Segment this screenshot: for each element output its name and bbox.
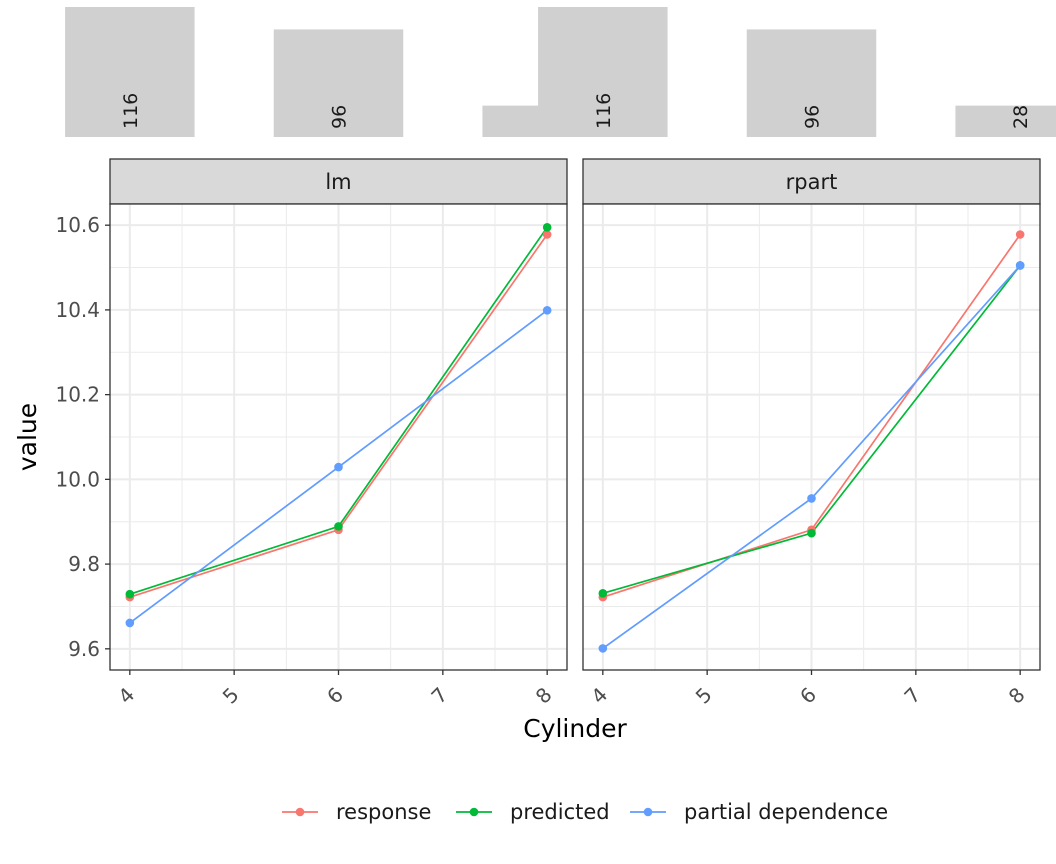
y-tick-label: 9.8 <box>68 552 100 576</box>
histogram-layer: 11696281169628 <box>65 7 1056 137</box>
panel-layer: lm 9.6 9.8 10.0 10.2 10.4 10.6 4 5 6 7 8 rpart 4 5 6 7 8 <box>55 158 1041 709</box>
facet-strip <box>582 158 1041 205</box>
histogram-bar <box>538 7 668 137</box>
histogram-bar <box>273 29 404 137</box>
legend-key-point <box>295 807 305 817</box>
histogram-bar <box>65 7 195 137</box>
x-tick-label: 7 <box>426 683 452 709</box>
x-tick-label: 4 <box>113 683 139 709</box>
histogram-bar <box>746 29 877 137</box>
legend-label: predicted <box>510 800 610 824</box>
data-point <box>598 589 608 598</box>
data-point <box>807 528 816 538</box>
legend-item: partial dependence <box>630 800 888 824</box>
y-tick-label: 10.0 <box>55 467 100 491</box>
facet-panel-rpart: rpart 4 5 6 7 8 <box>582 158 1041 709</box>
x-tick-label: 6 <box>322 683 348 709</box>
x-tick-label: 6 <box>795 683 821 709</box>
data-point <box>542 306 552 315</box>
data-point <box>334 462 343 472</box>
data-point <box>598 644 608 653</box>
facet-strip-label: lm <box>325 170 351 194</box>
y-tick-label: 10.2 <box>55 383 100 407</box>
facet-strip <box>109 158 568 205</box>
x-tick-label: 5 <box>691 683 717 709</box>
legend-key-point <box>469 807 479 817</box>
facet-panel-lm: lm 9.6 9.8 10.0 10.2 10.4 10.6 4 5 6 7 8 <box>55 158 568 709</box>
histogram-bar <box>955 105 1056 137</box>
data-point <box>125 618 135 628</box>
x-tick-label: 7 <box>899 683 925 709</box>
data-point <box>334 522 343 531</box>
legend-label: response <box>336 800 431 824</box>
histogram-count-label: 96 <box>802 105 824 129</box>
x-axis-title: Cylinder <box>523 714 627 743</box>
histogram-count-label: 28 <box>1010 105 1032 129</box>
legend: response predicted partial dependence <box>282 800 888 824</box>
x-tick-label: 5 <box>218 683 244 709</box>
histogram-count-label: 96 <box>329 105 351 129</box>
y-tick-label: 10.6 <box>55 213 100 237</box>
data-point <box>807 494 816 503</box>
legend-label: partial dependence <box>684 800 888 824</box>
legend-item: predicted <box>456 800 610 824</box>
legend-key-point <box>643 807 653 817</box>
y-axis-title: value <box>13 403 42 471</box>
legend-item: response <box>282 800 431 824</box>
data-point <box>1015 230 1025 239</box>
x-tick-label: 8 <box>531 683 557 709</box>
data-point <box>125 589 135 599</box>
y-tick-label: 10.4 <box>55 298 100 322</box>
x-tick-label: 4 <box>586 683 612 709</box>
data-point <box>542 230 552 239</box>
facet-strip-label: rpart <box>786 170 838 194</box>
histogram-count-label: 116 <box>120 93 142 129</box>
histogram-count-label: 116 <box>593 93 615 129</box>
data-point <box>1015 261 1025 270</box>
x-tick-label: 8 <box>1004 683 1030 709</box>
data-point <box>542 223 552 232</box>
y-tick-label: 9.6 <box>68 637 100 661</box>
